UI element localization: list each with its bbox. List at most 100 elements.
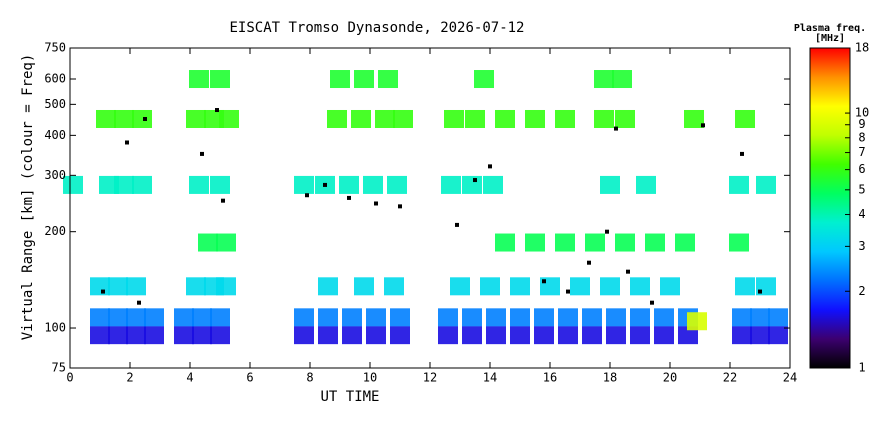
peak-marker — [758, 289, 762, 294]
data-point — [366, 326, 386, 345]
data-point — [750, 308, 770, 327]
data-point — [390, 308, 410, 327]
data-point — [294, 175, 314, 194]
data-point — [108, 308, 128, 327]
data-point — [495, 109, 515, 128]
data-point — [558, 308, 578, 327]
data-point — [636, 175, 656, 194]
x-tick-label: 22 — [723, 371, 737, 385]
data-point — [675, 233, 695, 252]
x-tick-label: 2 — [126, 371, 133, 385]
data-point — [450, 277, 470, 296]
data-point — [684, 109, 704, 128]
x-tick-label: 6 — [246, 371, 253, 385]
data-point — [186, 277, 206, 296]
y-axis-label: Virtual Range [km] (colour = Freq) — [20, 54, 36, 341]
data-point — [132, 109, 152, 128]
data-point — [729, 175, 749, 194]
data-point — [174, 308, 194, 327]
y-tick-label: 500 — [44, 97, 66, 111]
data-point — [216, 233, 236, 252]
data-point — [339, 175, 359, 194]
data-point — [390, 326, 410, 345]
data-point — [654, 308, 674, 327]
peak-marker — [701, 123, 705, 128]
data-point — [600, 175, 620, 194]
data-point — [732, 308, 752, 327]
peak-marker — [473, 178, 477, 183]
data-point — [510, 308, 530, 327]
data-point — [186, 109, 206, 128]
data-point — [615, 233, 635, 252]
data-point — [645, 233, 665, 252]
data-point — [585, 233, 605, 252]
data-point — [534, 308, 554, 327]
data-point — [192, 326, 212, 345]
x-tick-label: 12 — [423, 371, 437, 385]
data-point — [735, 277, 755, 296]
data-point — [144, 326, 164, 345]
peak-marker — [305, 193, 309, 198]
peak-marker — [650, 300, 654, 305]
peak-marker — [374, 201, 378, 206]
data-point — [525, 233, 545, 252]
data-point — [90, 308, 110, 327]
colorbar-tick-label: 4 — [858, 207, 865, 221]
data-point — [441, 175, 461, 194]
x-tick-label: 0 — [66, 371, 73, 385]
x-axis-label: UT TIME — [320, 389, 379, 405]
y-tick-label: 75 — [52, 361, 66, 375]
data-point — [462, 326, 482, 345]
peak-marker — [566, 289, 570, 294]
data-point — [594, 70, 614, 89]
data-point — [630, 326, 650, 345]
peak-marker — [143, 116, 147, 121]
peak-marker — [542, 279, 546, 284]
data-point — [654, 326, 674, 345]
data-point — [630, 308, 650, 327]
data-point — [210, 326, 230, 345]
x-tick-label: 8 — [306, 371, 313, 385]
peak-marker — [125, 140, 129, 145]
peak-marker — [626, 269, 630, 274]
data-point — [318, 308, 338, 327]
data-point — [375, 109, 395, 128]
data-point — [465, 109, 485, 128]
data-point — [189, 70, 209, 89]
data-point — [318, 277, 338, 296]
y-tick-label: 300 — [44, 168, 66, 182]
data-point — [108, 326, 128, 345]
data-point — [342, 326, 362, 345]
data-point — [96, 109, 116, 128]
colorbar-tick-label: 5 — [858, 182, 865, 196]
data-point — [354, 70, 374, 89]
data-point — [474, 70, 494, 89]
colorbar — [809, 47, 851, 369]
peak-marker — [101, 289, 105, 294]
peak-marker — [215, 108, 219, 113]
data-point — [480, 277, 500, 296]
data-point — [144, 308, 164, 327]
data-point — [756, 175, 776, 194]
data-point — [495, 233, 515, 252]
data-point — [132, 175, 152, 194]
peak-marker — [614, 126, 618, 131]
data-point — [126, 308, 146, 327]
colorbar-tick-label: 8 — [858, 130, 865, 144]
colorbar-tick-label: 9 — [858, 117, 865, 131]
colorbar-tick-label: 1 — [858, 361, 865, 375]
data-point — [126, 326, 146, 345]
data-point — [558, 326, 578, 345]
data-point — [486, 326, 506, 345]
data-point — [114, 109, 134, 128]
data-point — [612, 70, 632, 89]
data-point — [678, 326, 698, 345]
data-point — [63, 175, 83, 194]
data-point — [486, 308, 506, 327]
data-point — [174, 326, 194, 345]
data-point — [735, 109, 755, 128]
data-point — [438, 308, 458, 327]
data-point — [384, 277, 404, 296]
